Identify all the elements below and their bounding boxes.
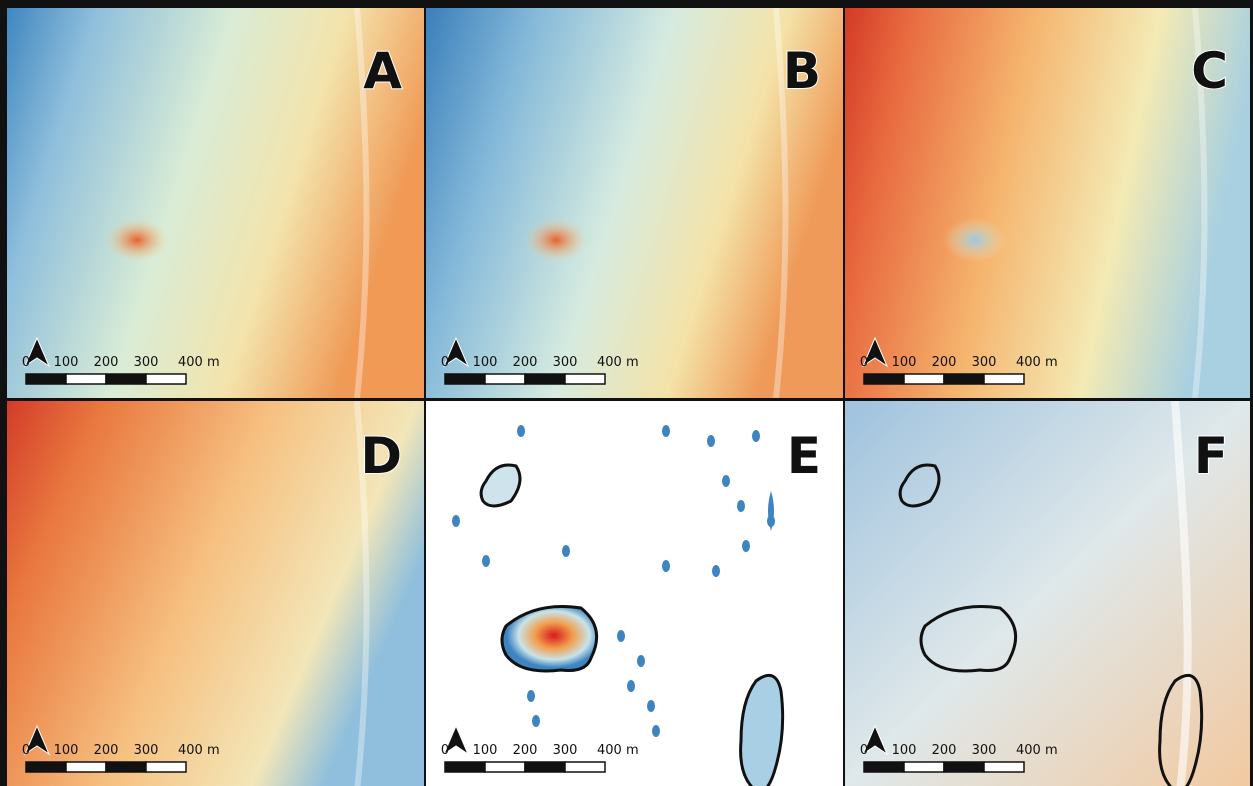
scale-segment <box>485 762 525 772</box>
map-panel: B 0 100 200 300 400 m <box>426 8 843 398</box>
scale-label: 0 <box>22 355 30 370</box>
depression <box>742 540 750 552</box>
depression <box>627 680 635 692</box>
scale-label: 0 <box>441 743 449 758</box>
scale-label: 0 <box>860 743 868 758</box>
scale-label: 100 <box>54 355 79 370</box>
scale-segment <box>106 374 146 384</box>
scale-label: 400 m <box>1016 355 1058 370</box>
scale-segment <box>66 374 106 384</box>
scale-label: 400 m <box>178 355 220 370</box>
scale-label: 100 <box>473 743 498 758</box>
figure: A 0 100 200 300 400 m B 0 100 200 300 400 m C 0 100 200… <box>0 0 1253 786</box>
depression <box>527 690 535 702</box>
scale-label: 300 <box>553 355 578 370</box>
panel-label: B <box>783 42 821 100</box>
scale-segment <box>445 374 485 384</box>
map-content <box>845 401 1250 786</box>
scale-segment <box>944 762 984 772</box>
depression <box>637 655 645 667</box>
scale-segment <box>146 374 186 384</box>
scale-label: 0 <box>22 743 30 758</box>
panel-label: E <box>787 427 821 485</box>
scale-segment <box>864 762 904 772</box>
depression <box>452 515 460 527</box>
scale-label: 200 <box>94 743 119 758</box>
map-panel: A 0 100 200 300 400 m <box>7 8 424 398</box>
scale-segment <box>984 374 1024 384</box>
scale-label: 0 <box>441 355 449 370</box>
scale-segment <box>146 762 186 772</box>
map-content <box>426 401 843 786</box>
depression <box>652 725 660 737</box>
scale-segment <box>26 762 66 772</box>
scale-segment <box>984 762 1024 772</box>
map-panel: E 0 100 200 300 400 m <box>426 401 843 786</box>
depression <box>662 560 670 572</box>
scale-label: 300 <box>134 355 159 370</box>
scale-segment <box>106 762 146 772</box>
depression <box>712 565 720 577</box>
panel-label: F <box>1194 427 1228 485</box>
scale-label: 400 m <box>597 355 639 370</box>
scale-segment <box>904 762 944 772</box>
scale-segment <box>525 762 565 772</box>
panel-label: C <box>1191 42 1228 100</box>
scale-segment <box>26 374 66 384</box>
depression <box>562 545 570 557</box>
depression <box>752 430 760 442</box>
scale-label: 200 <box>932 355 957 370</box>
map-content <box>426 8 843 398</box>
scale-label: 400 m <box>597 743 639 758</box>
scale-segment <box>66 762 106 772</box>
depression <box>532 715 540 727</box>
depression <box>617 630 625 642</box>
map-content <box>7 8 424 398</box>
depression <box>737 500 745 512</box>
scale-label: 200 <box>513 743 538 758</box>
scale-label: 200 <box>94 355 119 370</box>
map-panel: C 0 100 200 300 400 m <box>845 8 1250 398</box>
depression <box>517 425 525 437</box>
map-panel: D 0 100 200 300 400 m <box>7 401 424 786</box>
map-content <box>845 8 1250 398</box>
depression <box>482 555 490 567</box>
scale-segment <box>445 762 485 772</box>
scale-label: 400 m <box>1016 743 1058 758</box>
map-panel: F 0 100 200 300 400 m <box>845 401 1250 786</box>
scale-segment <box>904 374 944 384</box>
mound <box>943 218 1007 262</box>
depression <box>662 425 670 437</box>
map-background <box>845 8 1250 398</box>
scale-label: 300 <box>134 743 159 758</box>
scale-label: 300 <box>972 355 997 370</box>
scale-label: 300 <box>972 743 997 758</box>
panel-label: A <box>363 42 402 100</box>
scale-segment <box>944 374 984 384</box>
mound <box>105 218 169 262</box>
scale-label: 300 <box>553 743 578 758</box>
scale-label: 100 <box>892 743 917 758</box>
scale-segment <box>565 374 605 384</box>
scale-label: 100 <box>892 355 917 370</box>
panel-label: D <box>360 427 402 485</box>
scale-label: 400 m <box>178 743 220 758</box>
depression <box>722 475 730 487</box>
scale-label: 100 <box>54 743 79 758</box>
mound <box>524 218 588 262</box>
scale-label: 200 <box>513 355 538 370</box>
scale-label: 100 <box>473 355 498 370</box>
scale-label: 0 <box>860 355 868 370</box>
scale-label: 200 <box>932 743 957 758</box>
scale-segment <box>485 374 525 384</box>
depression <box>707 435 715 447</box>
scale-segment <box>525 374 565 384</box>
depression <box>647 700 655 712</box>
scale-segment <box>864 374 904 384</box>
scale-segment <box>565 762 605 772</box>
